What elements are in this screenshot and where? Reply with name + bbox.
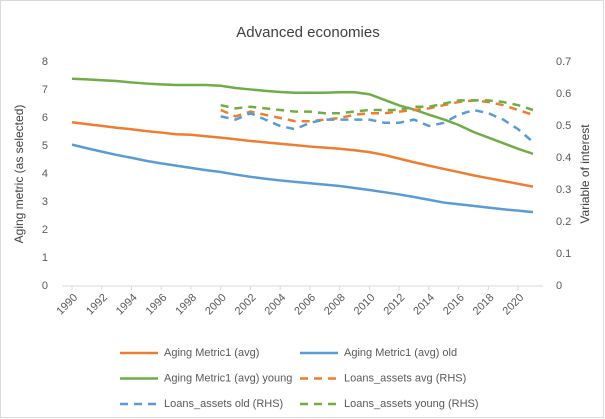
series-line	[71, 120, 534, 188]
y2-tick-label: 0	[556, 280, 562, 292]
series-line	[220, 99, 534, 123]
y-tick-label: 8	[42, 56, 48, 68]
legend-label: Loans_assets young (RHS)	[344, 398, 479, 410]
y2-tick-label: 0.5	[556, 120, 571, 132]
legend-label: Loans_assets avg (RHS)	[344, 372, 466, 384]
y-tick-label: 1	[42, 252, 48, 264]
y2-tick-label: 0.3	[556, 184, 571, 196]
y2-tick-label: 0.6	[556, 88, 571, 100]
y-tick-label: 0	[42, 280, 48, 292]
y2-tick-label: 0.1	[556, 248, 571, 260]
y2-tick-label: 0.2	[556, 216, 571, 228]
y2-axis-title: Variable of interest	[578, 124, 592, 224]
legend-label: Aging Metric1 (avg) old	[344, 347, 457, 359]
y-tick-label: 3	[42, 196, 48, 208]
y2-tick-label: 0.4	[556, 152, 571, 164]
y-tick-label: 5	[42, 140, 48, 152]
chart-title: Advanced economies	[236, 24, 379, 41]
series-line	[220, 99, 534, 115]
y-tick-label: 6	[42, 112, 48, 124]
series-line	[71, 143, 534, 214]
y2-tick-label: 0.7	[556, 56, 571, 68]
y-tick-label: 2	[42, 224, 48, 236]
y-tick-label: 7	[42, 84, 48, 96]
y-axis-title: Aging metric (as selected)	[12, 105, 26, 244]
legend-label: Loans_assets old (RHS)	[164, 398, 283, 410]
y-tick-label: 4	[42, 168, 48, 180]
legend-label: Aging Metric1 (avg) young	[164, 372, 292, 384]
series-line	[71, 77, 534, 156]
series-line	[220, 108, 534, 143]
legend-label: Aging Metric1 (avg)	[164, 347, 259, 359]
